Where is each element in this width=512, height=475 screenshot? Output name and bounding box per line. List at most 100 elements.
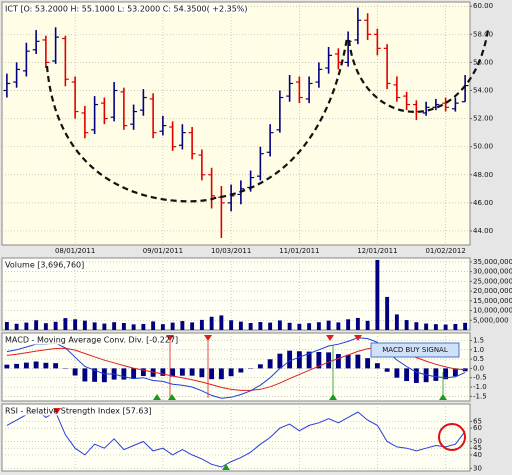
panel-title: Volume [3,696,760]	[5, 261, 84, 270]
volume-bar	[209, 316, 214, 330]
y-tick-label: 60.00	[473, 2, 493, 10]
histogram-bar	[413, 368, 419, 383]
volume-bar	[463, 322, 468, 330]
highlight-circle	[438, 423, 466, 451]
y-tick-label: 0.0	[473, 364, 484, 372]
volume-bar	[24, 322, 29, 330]
y-tick-label: 10,000,000	[473, 307, 512, 315]
histogram-bar	[326, 352, 332, 369]
histogram-bar	[160, 368, 166, 376]
histogram-bar	[218, 368, 224, 380]
volume-bar	[43, 323, 48, 330]
volume-bar	[238, 321, 243, 330]
histogram-bar	[14, 363, 20, 369]
histogram-bar	[306, 351, 312, 369]
x-tick-label: 09/01/2011	[143, 247, 183, 255]
volume-bar	[453, 323, 458, 330]
histogram-bar	[209, 368, 215, 380]
volume-bar	[414, 322, 419, 330]
histogram-bar	[257, 364, 263, 369]
volume-bar	[316, 322, 321, 330]
volume-bar	[141, 323, 146, 330]
histogram-bar	[443, 368, 449, 380]
volume-bar	[170, 322, 175, 330]
x-tick-label: 12/01/2011	[357, 247, 397, 255]
histogram-bar	[404, 368, 410, 382]
volume-bar	[424, 323, 429, 330]
volume-bar	[287, 322, 292, 330]
histogram-bar	[267, 359, 273, 369]
volume-bar	[297, 323, 302, 330]
panel-title: MACD - Moving Average Conv. Div. [-0.227…	[5, 336, 178, 345]
y-tick-label: 45	[473, 444, 482, 452]
volume-bar	[346, 319, 351, 330]
annotation-box	[370, 342, 460, 358]
histogram-bar	[335, 354, 341, 369]
histogram-bar	[72, 368, 78, 376]
volume-bar	[14, 323, 19, 330]
histogram-bar	[394, 368, 400, 378]
histogram-bar	[228, 368, 234, 377]
volume-bar	[433, 324, 438, 330]
volume-bar	[131, 324, 136, 330]
title-bg	[4, 260, 86, 270]
histogram-bar	[345, 354, 351, 369]
volume-bar	[92, 322, 97, 330]
y-tick-label: 56.00	[473, 58, 493, 66]
volume-bar	[394, 314, 399, 330]
volume-bar	[34, 320, 39, 330]
histogram-bar	[452, 368, 458, 377]
panel-title: ICT [O: 53.2000 H: 55.1000 L: 53.2000 C:…	[5, 5, 248, 14]
rsi-line	[6, 408, 466, 468]
volume-bar	[229, 320, 234, 330]
volume-bar	[385, 296, 390, 330]
histogram-bar	[82, 368, 88, 382]
volume-bar	[375, 259, 380, 330]
volume-bar	[219, 315, 224, 330]
y-tick-label: 25,000,000	[473, 277, 512, 285]
histogram-bar	[101, 368, 107, 383]
y-tick-label: 50	[473, 438, 482, 446]
histogram-bar	[199, 368, 205, 378]
title-bg	[4, 406, 153, 416]
y-tick-label: -0.5	[473, 374, 487, 382]
title-bg	[4, 4, 249, 14]
histogram-bar	[92, 368, 98, 382]
volume-bar	[112, 322, 117, 330]
histogram-bar	[179, 368, 185, 376]
histogram-bar	[365, 358, 371, 369]
histogram-bar	[131, 368, 137, 379]
y-tick-label: 52.00	[473, 115, 493, 123]
y-tick-label: -1.5	[473, 392, 487, 400]
y-tick-label: 30,000,000	[473, 268, 512, 276]
volume-bar	[258, 322, 263, 330]
histogram-bar	[140, 368, 146, 377]
y-tick-label: 58.00	[473, 30, 493, 38]
histogram-bar	[287, 350, 293, 369]
volume-bar	[355, 317, 360, 330]
volume-bar	[121, 322, 126, 330]
y-tick-label: 0.5	[473, 355, 484, 363]
y-tick-label: 44.00	[473, 227, 493, 235]
volume-bar	[248, 322, 253, 330]
y-tick-label: 50.00	[473, 143, 493, 151]
y-tick-label: 1.0	[473, 346, 484, 354]
histogram-bar	[4, 364, 10, 369]
signal-lines	[169, 340, 444, 398]
volume-bar	[336, 322, 341, 330]
y-tick-label: 40	[473, 451, 482, 459]
volume-bar	[326, 320, 331, 330]
volume-bar	[199, 319, 204, 330]
histogram-bar	[23, 362, 29, 369]
volume-bar	[268, 322, 273, 330]
y-tick-label: 20,000,000	[473, 287, 512, 295]
volume-bar	[4, 322, 9, 330]
histogram-bar	[374, 363, 380, 369]
y-tick-label: 35,000,000	[473, 258, 512, 266]
y-tick-label: 15,000,000	[473, 297, 512, 305]
sell-markers	[53, 335, 362, 414]
y-tick-label: 65	[473, 417, 482, 425]
histogram-bar	[53, 363, 59, 369]
histogram-bar	[33, 361, 39, 369]
volume-bar	[102, 323, 107, 330]
